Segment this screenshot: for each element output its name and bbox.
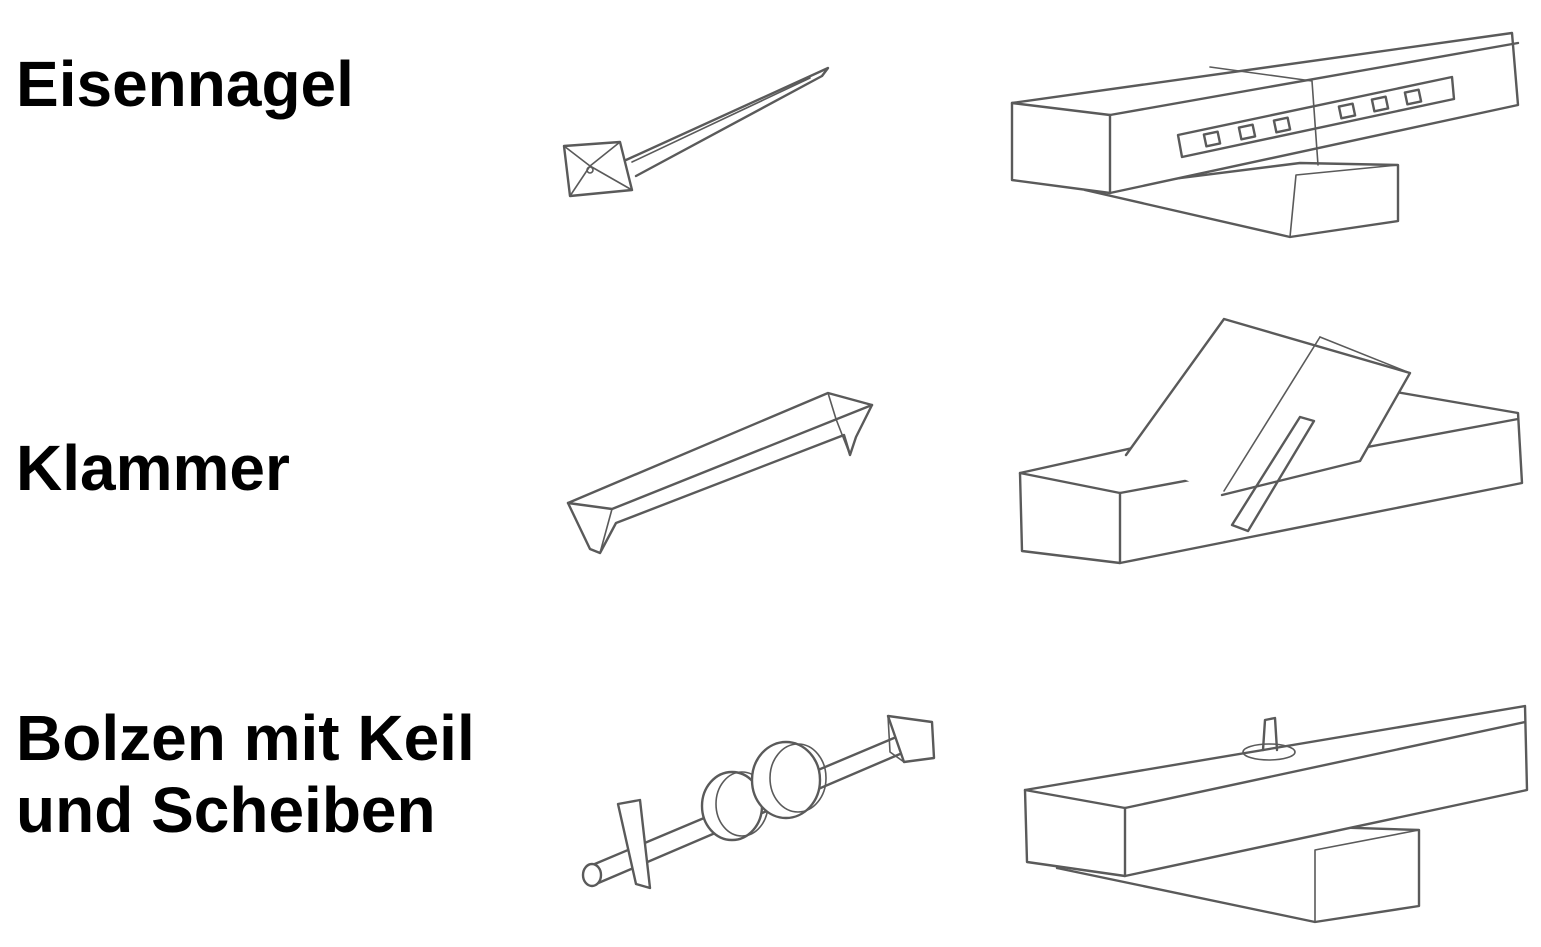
label-eisennagel: Eisennagel: [16, 48, 354, 120]
row-klammer: Klammer: [0, 300, 1541, 600]
angled-beam-joint-drawing-icon: [1018, 317, 1524, 565]
clamp-drawing-icon: [566, 391, 874, 555]
label-line: Eisennagel: [16, 48, 354, 120]
nail-plate-joint-drawing-icon: [1010, 31, 1520, 239]
label-klammer: Klammer: [16, 432, 290, 504]
row-eisennagel: Eisennagel: [0, 0, 1541, 300]
label-line: Bolzen mit Keil: [16, 702, 475, 774]
label-bolzen: Bolzen mit Keil und Scheiben: [16, 702, 475, 846]
crossed-beams-bolt-drawing-icon: [1023, 704, 1529, 924]
label-line: und Scheiben: [16, 774, 436, 846]
row-bolzen: Bolzen mit Keil und Scheiben: [0, 600, 1541, 947]
iron-nail-drawing-icon: [562, 66, 830, 198]
bolt-wedge-washers-drawing-icon: [581, 714, 936, 890]
label-line: Klammer: [16, 432, 290, 504]
